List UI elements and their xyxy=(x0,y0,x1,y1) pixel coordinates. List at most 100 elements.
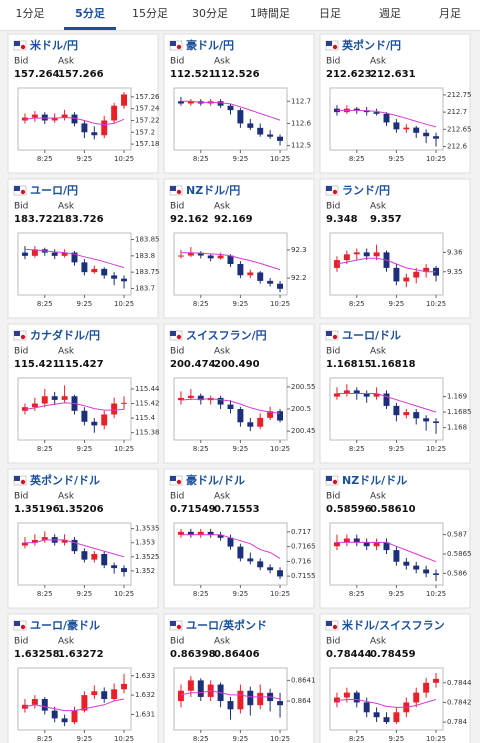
x-tick-label: 10:25 xyxy=(270,155,290,163)
tab-label[interactable]: 日足 xyxy=(319,7,341,20)
candle-body xyxy=(177,690,184,702)
tab[interactable] xyxy=(360,0,420,30)
bid-value: 200.474 xyxy=(170,359,216,370)
candle-body xyxy=(51,396,58,400)
moving-average xyxy=(24,402,125,411)
pair-title[interactable]: NZドル/ドル xyxy=(342,474,407,487)
candle-body xyxy=(237,264,244,276)
tab[interactable] xyxy=(180,0,240,30)
candle-body xyxy=(363,393,370,397)
candle-body xyxy=(393,712,400,723)
candle-body xyxy=(277,283,284,289)
flag-icon-part xyxy=(176,624,182,630)
tab[interactable] xyxy=(240,0,300,30)
y-tick-label: 200.5 xyxy=(291,405,311,413)
candle-body xyxy=(393,267,400,282)
bid-label: Bid xyxy=(14,202,28,212)
candle-body xyxy=(121,278,128,282)
y-tick-label: 183.8 xyxy=(135,252,155,260)
candle-body xyxy=(363,542,370,547)
y-tick-label: 1.353 xyxy=(135,539,155,547)
bid-label: Bid xyxy=(14,492,28,502)
ask-label: Ask xyxy=(214,347,231,357)
pair-title[interactable]: 豪ドル/ドル xyxy=(186,473,245,487)
candle-body xyxy=(41,537,48,540)
candle-body xyxy=(423,267,430,272)
candle-body xyxy=(353,108,360,111)
tab[interactable] xyxy=(300,0,360,30)
y-tick-label: 157.24 xyxy=(135,105,160,113)
bid-value: 1.16815 xyxy=(326,359,372,370)
pair-title[interactable]: ユーロ/英ポンド xyxy=(186,618,267,632)
tab-label[interactable]: 1時間足 xyxy=(250,7,290,20)
pair-title[interactable]: 英ポンド/円 xyxy=(341,38,401,52)
tab-label[interactable]: 1分足 xyxy=(16,7,45,20)
x-tick-label: 8:25 xyxy=(37,155,53,163)
candle-body xyxy=(187,531,194,535)
pair-title[interactable]: 豪ドル/円 xyxy=(186,38,234,52)
y-tick-label: 112.5 xyxy=(291,142,311,150)
flag-icon-part xyxy=(332,334,338,340)
tab-label[interactable]: 5分足 xyxy=(75,6,106,20)
flag-icon-part xyxy=(14,41,20,46)
ask-label: Ask xyxy=(370,202,387,212)
ask-value: 183.726 xyxy=(58,214,104,225)
candle-body xyxy=(363,110,370,113)
candle-body xyxy=(257,272,264,281)
tab[interactable] xyxy=(60,0,120,30)
bid-label: Bid xyxy=(170,637,184,647)
pair-title[interactable]: 英ポンド/ドル xyxy=(29,473,100,487)
pair-title[interactable]: スイスフラン/円 xyxy=(186,329,267,342)
tab-label[interactable]: 週足 xyxy=(379,7,401,20)
tab-label[interactable]: 15分足 xyxy=(132,7,168,20)
ask-label: Ask xyxy=(58,202,75,212)
pair-title[interactable]: 米ドル/円 xyxy=(29,38,78,52)
candle-body xyxy=(121,402,128,404)
ask-value: 9.357 xyxy=(370,214,402,225)
candle-body xyxy=(277,411,284,421)
moving-average xyxy=(337,393,437,413)
x-tick-label: 10:25 xyxy=(114,300,134,308)
candle-body xyxy=(111,275,118,279)
pair-title[interactable]: ユーロ/円 xyxy=(30,184,78,197)
candle-body xyxy=(373,542,380,547)
ask-value: 212.631 xyxy=(370,69,416,80)
candle-body xyxy=(373,393,380,397)
moving-average xyxy=(180,398,281,414)
candle-body xyxy=(247,272,254,276)
y-tick-label: 0.716 xyxy=(291,557,312,565)
candle-body xyxy=(101,120,108,136)
pair-title[interactable]: ランド/円 xyxy=(342,184,390,197)
tab[interactable] xyxy=(0,0,60,30)
x-tick-label: 10:25 xyxy=(270,590,290,598)
flag-icon-part xyxy=(332,624,338,630)
candle-body xyxy=(353,538,360,543)
pair-title[interactable]: ユーロ/豪ドル xyxy=(30,618,100,632)
candle-body xyxy=(31,114,38,118)
candle-body xyxy=(403,561,410,566)
candle-body xyxy=(91,268,98,273)
tab-label[interactable]: 月足 xyxy=(439,7,461,20)
candle-body xyxy=(217,101,224,106)
moving-average xyxy=(24,698,125,712)
pair-title[interactable]: 米ドル/スイスフラン xyxy=(341,618,445,632)
candle-body xyxy=(61,252,68,256)
bid-value: 157.264 xyxy=(14,69,60,80)
pair-title[interactable]: NZドル/円 xyxy=(186,184,240,197)
candle-body xyxy=(257,692,264,706)
tab-label[interactable]: 30分足 xyxy=(192,7,228,20)
pair-title[interactable]: ユーロ/ドル xyxy=(342,329,401,342)
y-tick-label: 1.632 xyxy=(135,691,155,699)
bid-value: 9.348 xyxy=(326,214,358,225)
tab[interactable] xyxy=(120,0,180,30)
flag-icon-part xyxy=(326,476,332,481)
candle-body xyxy=(433,678,440,683)
bid-value: 92.162 xyxy=(170,214,209,225)
pair-title[interactable]: カナダドル/円 xyxy=(30,328,100,342)
tab[interactable] xyxy=(420,0,480,30)
candle-body xyxy=(393,122,400,130)
candle-body xyxy=(353,252,360,255)
flag-icon-part xyxy=(20,334,26,340)
